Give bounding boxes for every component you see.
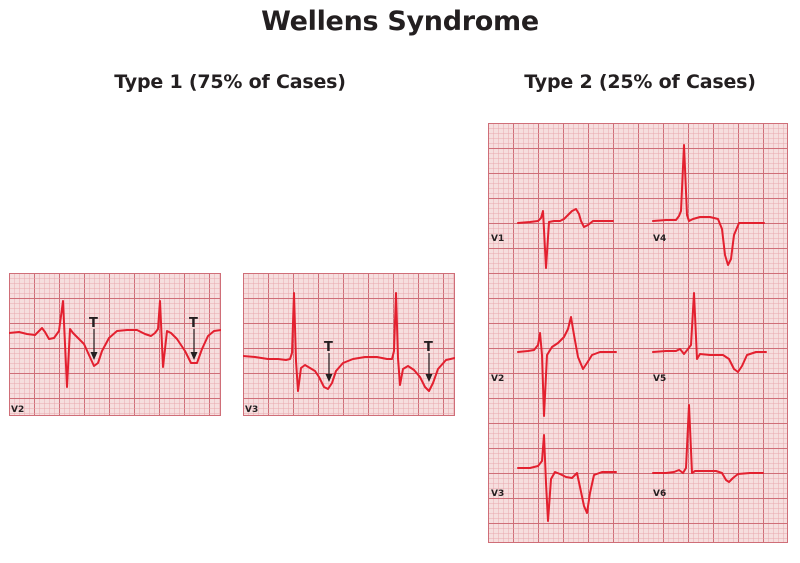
lead-label-v4: V4 [653,234,666,244]
type2-ecg-panel: V1 V4 V2 V5 V3 V6 [488,123,788,543]
t-wave-label: T [324,340,333,355]
t-wave-label: T [424,340,433,355]
ecg-trace-v3 [517,434,617,522]
lead-label-v2: V2 [491,374,504,384]
arrowhead [425,374,433,382]
ecg-trace-v4 [652,144,765,266]
grid-background [9,273,221,416]
ecg-trace [243,292,455,392]
arrowhead [325,374,333,382]
type1-v3-strip: T T V3 [243,273,455,416]
strip-border [243,273,455,416]
ecg-trace [9,300,221,388]
lead-label-v6: V6 [653,489,666,499]
type2-heading: Type 2 (25% of Cases) [524,71,756,93]
strip-border [9,273,221,416]
lead-label-v2: V2 [11,405,24,415]
strip-border [488,123,788,543]
arrowhead [90,352,98,360]
ecg-trace-v6 [652,404,764,483]
lead-label-v3: V3 [245,405,258,415]
ecg-trace-v1 [517,208,614,269]
lead-label-v5: V5 [653,374,666,384]
t-wave-label: T [189,316,198,331]
arrowhead [190,352,198,360]
lead-label-v1: V1 [491,234,504,244]
type1-v2-strip: T T V2 [9,273,221,416]
lead-label-v3: V3 [491,489,504,499]
t-wave-label: T [89,316,98,331]
type1-heading: Type 1 (75% of Cases) [114,71,346,93]
figure-title: Wellens Syndrome [261,6,539,37]
ecg-trace-v2 [517,316,617,417]
ecg-trace-v5 [652,292,767,373]
